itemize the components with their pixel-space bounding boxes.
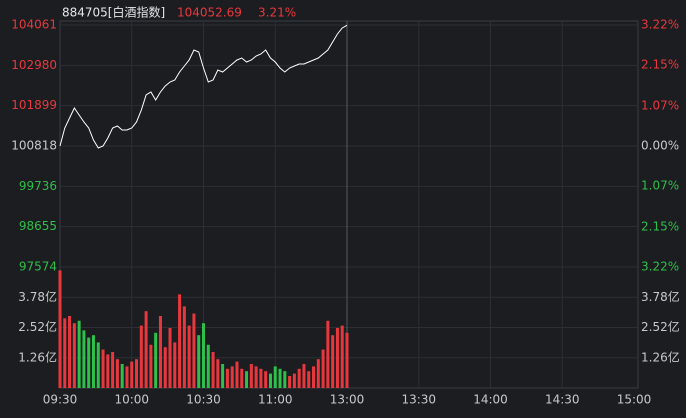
volume-bar <box>273 366 277 388</box>
x-tick-label: 13:00 <box>330 393 365 407</box>
volume-bar <box>168 327 172 388</box>
volume-bar <box>340 325 344 388</box>
y-tick-label: 101899 <box>11 98 57 112</box>
volume-bar <box>240 368 244 388</box>
volume-bar <box>254 366 258 388</box>
volume-bar <box>288 375 292 388</box>
y2-tick-label: 2.15% <box>641 58 679 72</box>
volume-bar <box>111 351 115 388</box>
volume-bar <box>158 315 162 388</box>
x-tick-label: 09:30 <box>43 393 78 407</box>
y2-tick-label: 3.78亿 <box>641 289 680 304</box>
volume-bar <box>221 363 225 388</box>
y2-tick-label: 3.22% <box>641 260 679 274</box>
price-line <box>59 24 348 149</box>
volume-bar <box>72 323 76 388</box>
y2-tick-label: 3.22% <box>641 18 679 32</box>
volume-bar <box>202 323 205 388</box>
volume-bar <box>182 306 186 388</box>
y-tick-label: 2.52亿 <box>18 319 57 334</box>
volume-bar <box>245 371 249 388</box>
y2-tick-label: 2.15% <box>641 219 679 233</box>
y-tick-label: 1.26亿 <box>18 349 57 364</box>
volume-bar <box>144 311 148 388</box>
volume-bar <box>249 363 253 388</box>
volume-bar <box>331 335 335 388</box>
volume-bar <box>197 335 201 388</box>
last-price: 104052.69 <box>177 6 242 20</box>
x-tick-label: 10:30 <box>186 393 221 407</box>
y-tick-label: 102980 <box>11 58 57 72</box>
plot-frame <box>59 20 639 389</box>
volume-bar <box>178 294 182 388</box>
volume-bar <box>268 373 272 388</box>
x-tick-label: 13:30 <box>401 393 436 407</box>
volume-bar <box>316 359 320 388</box>
y2-tick-label: 0.00% <box>641 139 679 153</box>
volume-bar <box>225 368 229 388</box>
volume-bar <box>96 342 100 388</box>
volume-bar <box>139 325 143 388</box>
volume-bar <box>125 366 129 388</box>
volume-bar <box>63 318 67 388</box>
volume-bar <box>163 347 167 388</box>
y-tick-label: 3.78亿 <box>18 289 57 304</box>
volume-bar <box>302 363 306 388</box>
volume-bar <box>230 366 234 388</box>
volume-bar <box>149 344 153 388</box>
volume-bar <box>106 354 110 388</box>
volume-bar <box>91 335 95 388</box>
x-tick-label: 14:30 <box>545 393 580 407</box>
volume-bar <box>335 327 339 388</box>
volume-bar <box>283 371 287 388</box>
volume-bar <box>312 366 316 388</box>
y2-tick-label: 1.07% <box>641 179 679 193</box>
volume-bar <box>77 320 81 388</box>
volume-bar <box>345 332 349 388</box>
volume-bar <box>206 344 210 388</box>
y-tick-label: 99736 <box>19 179 57 193</box>
x-tick-label: 10:00 <box>114 393 149 407</box>
volume-bar <box>173 342 177 388</box>
volume-bar <box>82 330 86 388</box>
x-tick-label: 15:00 <box>617 393 652 407</box>
volume-bar <box>307 371 311 388</box>
volume-bar <box>211 351 215 388</box>
volume-bar <box>292 373 296 388</box>
volume-bar <box>278 368 282 388</box>
x-tick-label: 14:00 <box>473 393 508 407</box>
volume-bar <box>68 315 72 388</box>
volume-bar <box>264 371 268 388</box>
volume-bar <box>297 368 301 388</box>
volume-bar <box>326 320 330 388</box>
y-tick-label: 104061 <box>11 18 57 32</box>
volume-bar <box>154 332 158 388</box>
volume-bar <box>216 359 220 388</box>
volume-bar <box>120 363 124 388</box>
y-tick-label: 98655 <box>19 219 57 233</box>
y-tick-label: 100818 <box>11 138 57 152</box>
x-tick-label: 11:00 <box>258 393 293 407</box>
index-name: 884705[白酒指数] <box>62 5 165 20</box>
volume-bar <box>58 270 62 388</box>
change-pct: 3.21% <box>258 6 296 20</box>
y2-tick-label: 1.26亿 <box>641 349 680 364</box>
volume-bar <box>192 313 196 388</box>
volume-bar <box>235 361 239 388</box>
y2-tick-label: 1.07% <box>641 98 679 112</box>
volume-bar <box>135 359 139 388</box>
volume-bar <box>259 368 263 388</box>
y-tick-label: 97574 <box>19 260 57 274</box>
volume-bar <box>130 361 134 388</box>
y2-tick-label: 2.52亿 <box>641 319 680 334</box>
volume-bar <box>87 337 91 388</box>
volume-bar <box>115 359 119 388</box>
volume-bar <box>101 349 105 388</box>
volume-bar <box>321 349 325 388</box>
volume-bar <box>187 325 191 388</box>
